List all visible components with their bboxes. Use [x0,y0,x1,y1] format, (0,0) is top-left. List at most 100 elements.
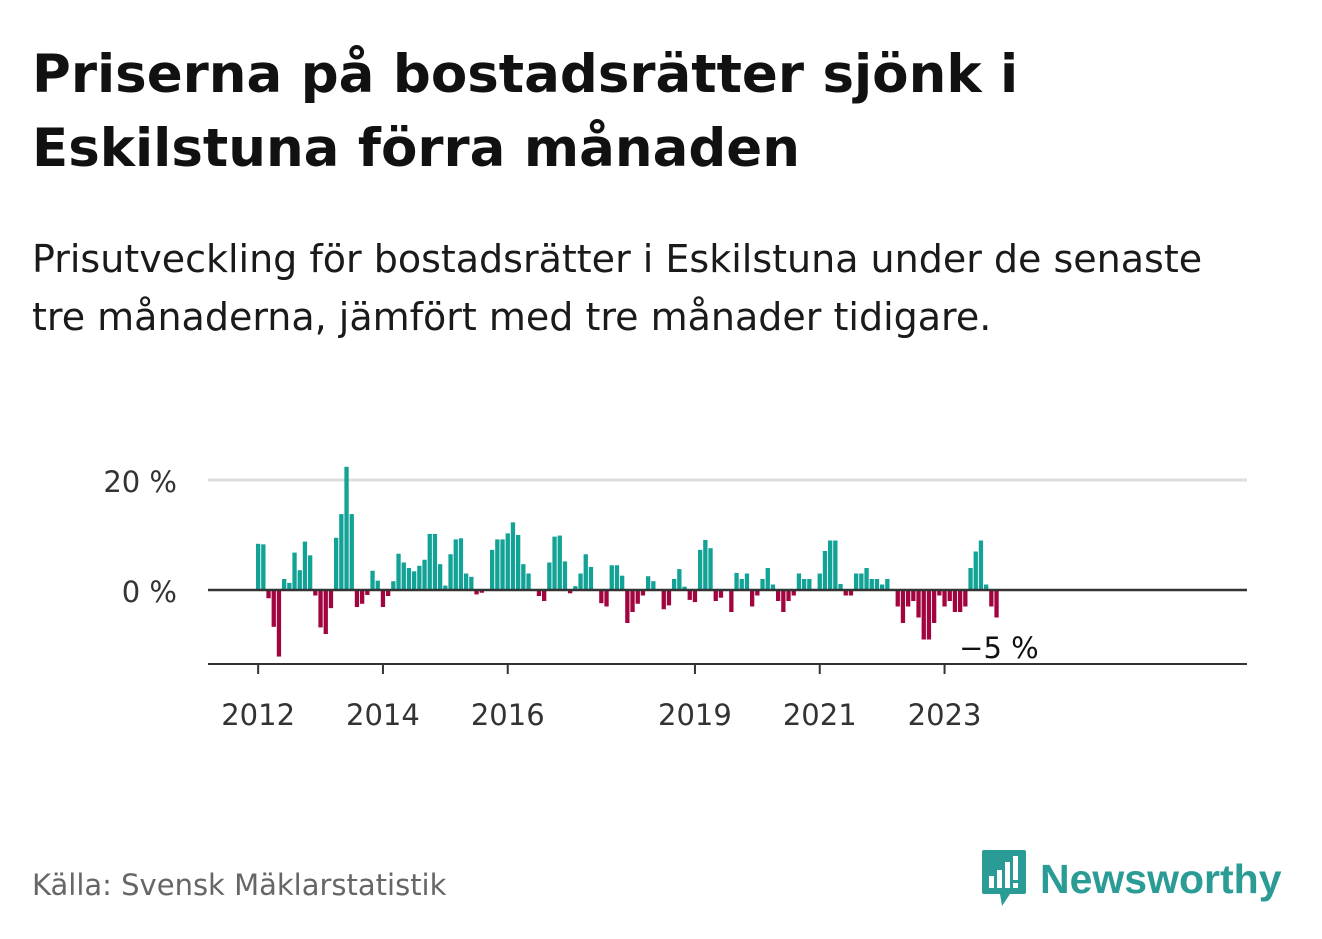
bar [521,564,526,590]
axes [208,588,1247,674]
bar [760,579,765,590]
bar [505,533,510,590]
bar [432,533,438,590]
bar [354,590,360,608]
bar [677,569,682,590]
x-tick-label: 2023 [908,698,982,732]
bar [495,539,500,590]
bar [672,579,677,590]
bar [334,537,339,590]
bar [807,579,812,590]
bar [417,565,422,590]
bar [952,590,958,612]
y-tick-label: 20 % [103,465,177,499]
bar [276,590,282,657]
bar [739,579,744,590]
bar [900,590,906,623]
bar [776,590,781,601]
bar [646,576,651,590]
bar [583,554,588,590]
bar [661,590,666,610]
bar [729,590,734,612]
bar [630,590,635,612]
last-value-label: −5 % [959,631,1039,665]
bar [984,584,989,590]
bar [989,590,994,607]
bar [911,590,916,601]
axis-labels: 0 % 20 % 2012 2014 2016 2019 2021 2023 −5 % [103,465,1038,732]
bar [781,590,786,612]
bar [854,573,859,590]
bar [609,565,614,590]
bar [916,590,921,618]
bar-chart-logo-icon [982,850,1026,906]
bar [635,590,640,604]
bar [703,539,708,590]
source-note: Källa: Svensk Mäklarstatistik [32,868,447,902]
bar [500,539,505,590]
bar [895,590,900,607]
bar [547,562,552,590]
bar [874,579,880,590]
x-tick-label: 2012 [221,698,295,732]
bar [557,535,562,590]
bar [942,590,947,607]
bar [568,590,573,594]
bar [848,590,854,596]
newsworthy-logo[interactable]: Newsworthy [980,848,1282,910]
bar [973,551,978,590]
bar [453,539,458,590]
x-tick-label: 2014 [346,698,420,732]
bar [828,540,833,590]
bar [344,466,349,590]
bar [640,590,646,596]
bar [838,583,843,590]
bar [510,522,516,590]
bar [620,575,625,590]
bar [822,550,828,590]
bar [978,540,984,590]
bar [542,590,547,601]
bar [464,573,469,590]
bars [256,466,999,657]
bar [302,541,308,590]
bar [401,562,406,590]
bar [817,573,822,590]
bar [266,590,271,599]
bar [370,570,375,590]
y-tick-label: 0 % [122,575,177,609]
bar [698,549,703,590]
bar [308,555,313,590]
bar [406,568,412,590]
bar [271,590,276,627]
bar [282,579,287,590]
bar [599,590,604,604]
bar [536,590,542,597]
bar [516,535,521,590]
bar [958,590,963,612]
bar [318,590,323,628]
bar [921,590,926,640]
x-tick-label: 2021 [783,698,857,732]
bar [765,568,770,590]
bar [614,565,620,590]
bar [458,538,464,590]
bar [744,573,750,590]
bar [328,590,334,609]
bar [708,548,713,590]
chart-title: Priserna på bostadsrätter sjönk i Eskils… [32,44,1019,179]
bar [994,590,999,618]
bar [796,573,802,590]
bar [375,580,380,590]
bar [833,540,838,590]
bar [625,590,630,623]
x-tick-label: 2016 [471,698,545,732]
bar [869,579,874,590]
bar [666,590,672,606]
bar [552,536,557,590]
bar [968,568,973,590]
bar [573,586,578,590]
bar [562,561,568,590]
bar [490,549,495,590]
brand-name: Newsworthy [1040,855,1282,902]
